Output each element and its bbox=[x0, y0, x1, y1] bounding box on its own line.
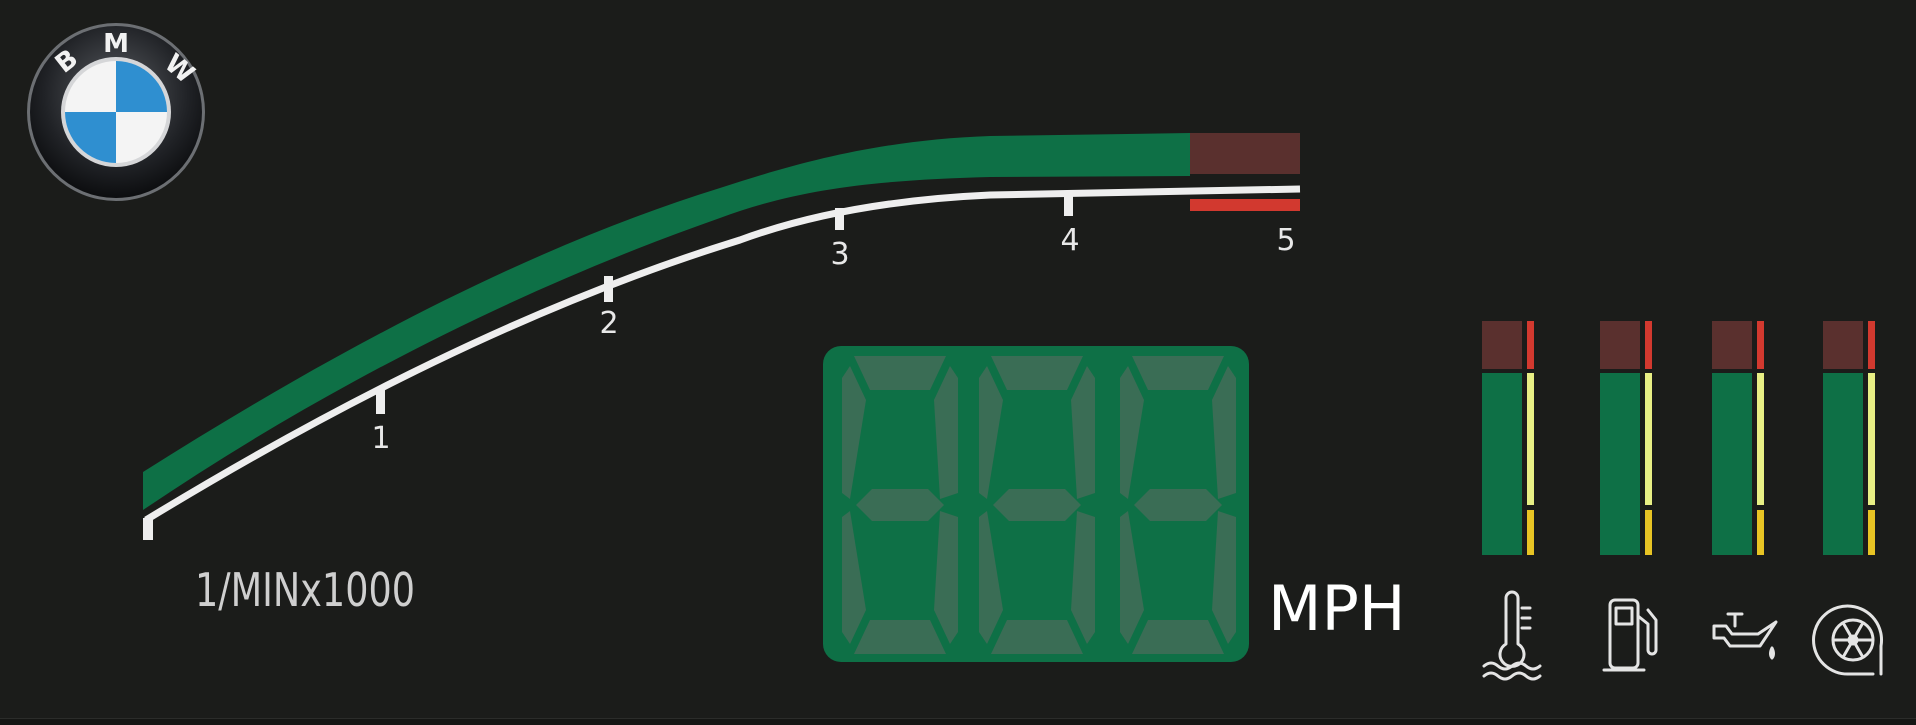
tick-label-2: 2 bbox=[599, 306, 618, 341]
gauge-level-bar bbox=[1712, 373, 1752, 555]
gauge-warning-block bbox=[1712, 321, 1752, 369]
tick-label-5: 5 bbox=[1276, 223, 1295, 258]
segment-3-6 bbox=[1134, 489, 1222, 521]
side-gauges bbox=[1482, 321, 1884, 681]
tick-mark-0 bbox=[143, 518, 153, 540]
gauge-oil bbox=[1712, 321, 1778, 660]
segment-3-2 bbox=[1212, 511, 1236, 644]
segment-2-4 bbox=[979, 511, 1003, 644]
gauge-yellow-strip bbox=[1645, 373, 1652, 505]
segment-2-1 bbox=[1071, 366, 1095, 499]
gauge-amber-strip bbox=[1645, 510, 1652, 555]
gauge-yellow-strip bbox=[1868, 373, 1875, 505]
gauge-red-strip bbox=[1757, 321, 1764, 369]
bmw-roundel-icon: B M W bbox=[27, 23, 205, 201]
gauge-turbo bbox=[1812, 321, 1884, 676]
gauge-amber-strip bbox=[1527, 510, 1534, 555]
gauge-fuel bbox=[1600, 321, 1658, 672]
segment-3-5 bbox=[1120, 366, 1144, 499]
rpm-scale-line bbox=[144, 185, 1301, 523]
gauge-warning-block bbox=[1823, 321, 1863, 369]
tachometer: 1 2 3 4 5 1/MINx1000 bbox=[143, 133, 1301, 617]
segment-1-4 bbox=[842, 511, 866, 644]
tick-mark-4 bbox=[1064, 192, 1073, 216]
segment-2-5 bbox=[979, 366, 1003, 499]
rpm-redline bbox=[1190, 199, 1300, 211]
segment-1-1 bbox=[934, 366, 958, 499]
tick-mark-1 bbox=[376, 388, 385, 414]
segment-1-2 bbox=[934, 511, 958, 644]
coolant-temperature-icon bbox=[1482, 590, 1542, 681]
rpm-band bbox=[143, 133, 1190, 510]
gauge-level-bar bbox=[1823, 373, 1863, 555]
rpm-unit-label: 1/MINx1000 bbox=[195, 563, 415, 617]
segment-2-3 bbox=[991, 620, 1083, 654]
gauge-warning-block bbox=[1482, 321, 1522, 369]
segment-3-1 bbox=[1212, 366, 1236, 499]
tick-mark-2 bbox=[604, 276, 613, 302]
gauge-yellow-strip bbox=[1527, 373, 1534, 505]
segment-2-6 bbox=[993, 489, 1081, 521]
tick-mark-3 bbox=[835, 208, 844, 230]
gauge-amber-strip bbox=[1757, 510, 1764, 555]
tick-label-3: 3 bbox=[830, 237, 849, 272]
gauge-red-strip bbox=[1868, 321, 1875, 369]
gauge-red-strip bbox=[1645, 321, 1652, 369]
speed-digit-2 bbox=[979, 356, 1095, 654]
segment-1-0 bbox=[854, 356, 946, 390]
segment-3-4 bbox=[1120, 511, 1144, 644]
tick-label-4: 4 bbox=[1060, 223, 1079, 258]
speedometer: MPH bbox=[823, 346, 1406, 662]
gauge-level-bar bbox=[1482, 373, 1522, 555]
segment-1-6 bbox=[856, 489, 944, 521]
segment-1-3 bbox=[854, 620, 946, 654]
rpm-redzone bbox=[1190, 133, 1300, 174]
logo-letter-m: M bbox=[103, 29, 129, 59]
gauge-coolant-temperature bbox=[1482, 321, 1542, 681]
speed-digits bbox=[842, 356, 1236, 654]
fuel-pump-icon bbox=[1602, 598, 1658, 672]
speed-digit-1 bbox=[842, 356, 958, 654]
bottom-edge-strip bbox=[0, 718, 1916, 725]
segment-3-3 bbox=[1132, 620, 1224, 654]
gauge-yellow-strip bbox=[1757, 373, 1764, 505]
gauge-warning-block bbox=[1600, 321, 1640, 369]
tick-label-1: 1 bbox=[371, 421, 390, 456]
segment-2-2 bbox=[1071, 511, 1095, 644]
turbo-icon bbox=[1812, 604, 1884, 676]
gauge-red-strip bbox=[1527, 321, 1534, 369]
gauge-level-bar bbox=[1600, 373, 1640, 555]
segment-1-5 bbox=[842, 366, 866, 499]
speed-unit-label: MPH bbox=[1268, 572, 1406, 645]
segment-2-0 bbox=[991, 356, 1083, 390]
speed-digit-3 bbox=[1120, 356, 1236, 654]
gauge-amber-strip bbox=[1868, 510, 1875, 555]
oil-can-icon bbox=[1712, 612, 1778, 660]
segment-3-0 bbox=[1132, 356, 1224, 390]
